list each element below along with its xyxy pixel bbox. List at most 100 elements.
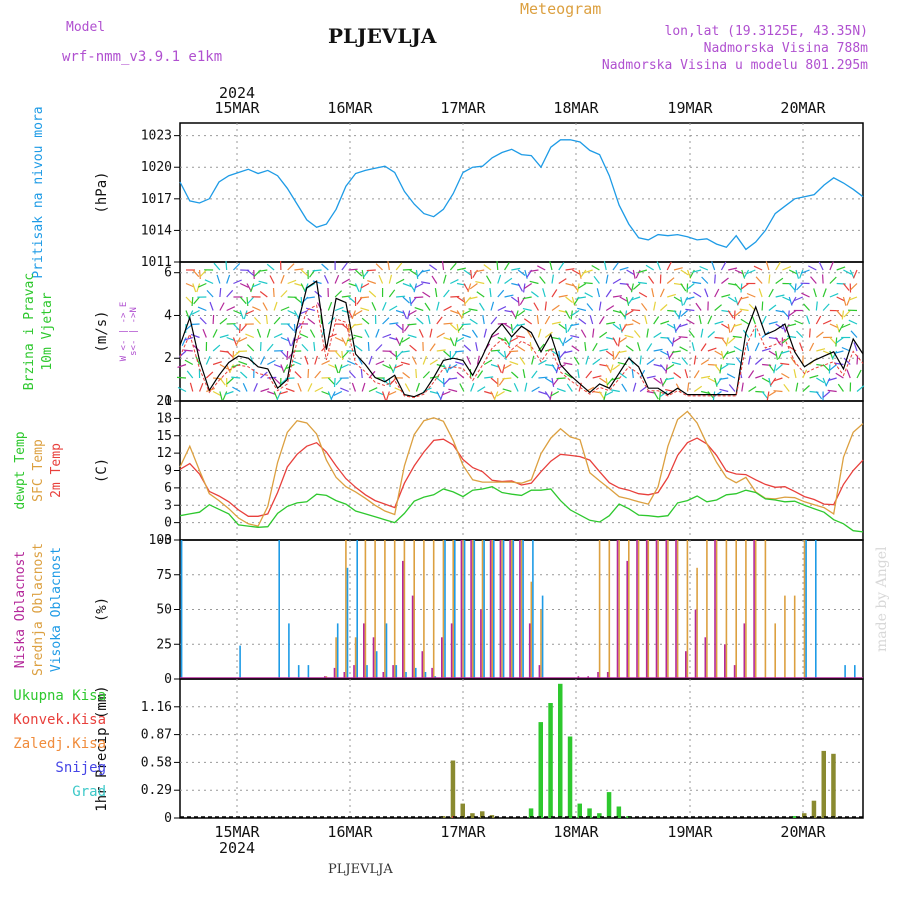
precip-bar <box>616 806 622 818</box>
wind-arrow <box>449 363 458 370</box>
wind-arrow <box>422 355 427 365</box>
wind-arrow <box>233 323 241 331</box>
wind-arrow <box>467 283 472 293</box>
wind-arrow <box>829 261 834 271</box>
wind-arrow <box>699 265 709 271</box>
wind-arrow <box>551 377 555 388</box>
wind-arrow <box>231 376 241 379</box>
wind-arrow <box>216 274 221 284</box>
wind-arrow <box>816 377 825 384</box>
wind-arrow <box>658 391 662 401</box>
model-altitude-label: Nadmorska Visina u modelu 801.295m <box>601 58 868 73</box>
wind-arrow <box>314 386 324 393</box>
wind-arrow <box>443 350 451 358</box>
wind-arrow <box>558 323 567 330</box>
precip-bar <box>460 803 465 818</box>
wind-arrow <box>700 328 704 338</box>
wind-arrow <box>754 358 763 365</box>
wind-arrow <box>822 303 830 311</box>
top-year-label: 2024 <box>219 84 255 102</box>
wind-arrow <box>612 309 622 314</box>
wind-arrow <box>829 364 838 371</box>
altitude-label: Nadmorska Visina 788m <box>703 41 868 56</box>
wind-arrow <box>538 390 548 395</box>
wind-arrow <box>645 264 654 271</box>
wind-arrow <box>462 309 471 316</box>
wind-arrow <box>684 369 689 379</box>
wind-arrow <box>247 296 255 305</box>
wind-arrow <box>619 310 626 318</box>
wind-arrow <box>378 274 384 284</box>
panel-frame-wind <box>179 261 864 402</box>
wind-arrow <box>577 282 587 289</box>
wind-arrow <box>722 350 729 359</box>
y-tick-label-clouds: 75 <box>156 568 172 583</box>
wind-arrow <box>475 342 479 352</box>
wind-arrow <box>496 390 505 397</box>
wind-arrow <box>273 377 282 385</box>
wind-arrow <box>185 282 195 288</box>
wind-arrow <box>788 310 797 317</box>
wind-arrow <box>734 283 742 291</box>
wind-arrow <box>793 369 797 379</box>
wind-arrow <box>273 316 281 325</box>
wind-arrow <box>612 337 618 346</box>
panel-frame-precip <box>179 678 864 819</box>
wind-arrow <box>415 269 419 279</box>
wind-arrow <box>411 356 417 365</box>
wind-arrow <box>618 337 627 343</box>
wind-arrow <box>388 377 391 388</box>
wind-arrow <box>205 356 211 365</box>
wind-arrow <box>732 323 742 328</box>
wind-arrow <box>272 287 275 298</box>
wind-arrow <box>238 360 248 366</box>
wind-arrow <box>266 343 274 352</box>
wind-arrow <box>280 350 288 358</box>
wind-arrow <box>599 377 608 384</box>
wind-arrow <box>605 377 609 387</box>
wind-arrow <box>809 374 819 379</box>
wind-arrow <box>497 350 505 358</box>
wind-arrow <box>761 377 771 383</box>
wind-arrow <box>285 387 295 393</box>
wind-arrow <box>842 296 847 306</box>
wind-arrow <box>389 322 399 325</box>
wind-arrow <box>829 276 837 284</box>
series-line-pressure-0 <box>179 139 864 251</box>
wind-arrow <box>596 288 601 298</box>
lonlat-label: lon,lat (19.3125E, 43.35N) <box>664 24 869 39</box>
precip-legend-1: Konvek.Kisa <box>13 712 106 728</box>
wind-arrow <box>456 267 467 271</box>
wind-arrow <box>787 323 797 327</box>
wind-arrow <box>455 361 465 366</box>
wind-arrow <box>631 369 634 379</box>
wind-arrow <box>449 337 455 346</box>
wind-arrow <box>726 350 736 355</box>
wind-arrow <box>685 296 695 301</box>
wind-arrow <box>462 334 471 339</box>
wind-arrow <box>603 391 607 401</box>
y-tick-label-pressure: 1023 <box>141 129 172 144</box>
wind-arrow <box>258 280 268 285</box>
wind-arrow <box>382 333 392 339</box>
wind-arrow <box>701 276 709 284</box>
wind-arrow <box>334 306 344 312</box>
wind-arrow <box>517 310 526 317</box>
unit-label-precip: 1hr Precip (mm) <box>94 685 110 811</box>
wind-arrow <box>307 368 310 379</box>
wind-arrow <box>787 310 790 320</box>
y-tick-label-temperature: 21 <box>156 394 172 409</box>
wind-arrow <box>584 292 593 298</box>
wind-arrow <box>361 382 366 392</box>
wind-arrow <box>565 282 575 287</box>
wind-arrow <box>485 275 492 284</box>
wind-arrow <box>496 260 499 271</box>
wind-arrow <box>341 262 348 271</box>
wind-arrow <box>780 350 790 355</box>
wind-arrow <box>285 377 295 380</box>
wind-arrow <box>564 337 573 344</box>
wind-arrow <box>753 265 763 271</box>
wind-arrow <box>610 389 620 393</box>
wind-arrow <box>367 341 370 352</box>
wind-arrow <box>673 310 680 319</box>
